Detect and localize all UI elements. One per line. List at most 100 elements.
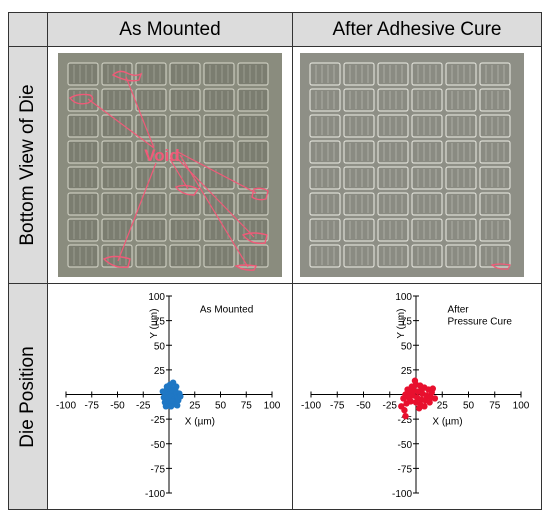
data-point [402, 412, 409, 420]
die-pad [203, 244, 235, 268]
scatter-chart-as-mounted: -100 -75 -50 -25 25 50 75 100 100 75 50 25 -25 -50 -75… [56, 292, 281, 500]
y-tick-label: 100 [395, 292, 412, 303]
die-pad [377, 192, 409, 216]
x-tick-label: 50 [215, 401, 227, 412]
series-annotation: After Pressure Cure [448, 305, 513, 328]
y-tick-label: -75 [398, 464, 413, 475]
die-pad [67, 244, 99, 268]
die-pad [411, 88, 443, 112]
die-pad-grid [67, 62, 269, 268]
die-pad [445, 88, 477, 112]
row-header-die-position-text: Die Position [17, 345, 38, 448]
die-pad [237, 114, 269, 138]
y-tick-label: 50 [401, 341, 413, 352]
die-pad [135, 192, 167, 216]
die-pad [479, 140, 511, 164]
die-pad [203, 140, 235, 164]
die-pad [343, 88, 375, 112]
die-pad [237, 218, 269, 242]
die-pad [101, 192, 133, 216]
x-tick-label: -100 [301, 401, 321, 412]
die-pad [135, 62, 167, 86]
die-pad [479, 166, 511, 190]
die-pad [169, 244, 201, 268]
void-leader-lines [87, 76, 257, 268]
die-pad-grid [309, 62, 511, 268]
die-pad [67, 192, 99, 216]
x-tick-label: 50 [463, 401, 475, 412]
x-tick-label: 100 [264, 401, 281, 412]
die-pad [445, 218, 477, 242]
die-pad [377, 166, 409, 190]
x-tick-label: -50 [356, 401, 371, 412]
x-tick-label: -100 [56, 401, 76, 412]
y-tick-label: -50 [398, 440, 413, 451]
die-pad [101, 114, 133, 138]
data-point [426, 399, 433, 406]
die-pad [101, 140, 133, 164]
die-pad [67, 218, 99, 242]
die-pad [445, 192, 477, 216]
data-point [431, 395, 439, 402]
die-pad [309, 62, 341, 86]
data-point [415, 405, 423, 412]
die-pad [411, 244, 443, 268]
die-pad [343, 244, 375, 268]
die-pad [309, 166, 341, 190]
void-outlines [68, 70, 269, 271]
die-pad [237, 140, 269, 164]
die-pad [445, 166, 477, 190]
die-pad [203, 218, 235, 242]
die-pad [237, 192, 269, 216]
die-pad [169, 114, 201, 138]
data-point [429, 385, 436, 392]
die-pad [343, 114, 375, 138]
series-annotation: As Mounted [200, 305, 253, 316]
die-pad [237, 88, 269, 112]
die-pad [343, 192, 375, 216]
x-tick-label: 25 [189, 401, 201, 412]
die-pad [479, 114, 511, 138]
die-pad [169, 218, 201, 242]
data-point [162, 403, 170, 410]
die-pad [479, 88, 511, 112]
data-point [159, 388, 167, 395]
data-point [421, 403, 428, 410]
die-pad [343, 218, 375, 242]
column-header-after-cure: After Adhesive Cure [293, 13, 541, 46]
die-pad [377, 114, 409, 138]
die-photo-after-cure [300, 53, 524, 277]
die-pad [411, 62, 443, 86]
corner-cell [9, 13, 47, 46]
die-pad [309, 114, 341, 138]
die-pad [203, 88, 235, 112]
data-point [401, 407, 408, 414]
y-tick-label: 75 [154, 317, 166, 328]
die-pad [135, 244, 167, 268]
y-tick-label: 50 [154, 341, 166, 352]
die-pad [135, 166, 167, 190]
x-tick-label: 100 [513, 401, 530, 412]
x-tick-label: 25 [437, 401, 449, 412]
column-header-after-cure-text: After Adhesive Cure [332, 18, 502, 40]
die-pad [203, 62, 235, 86]
die-pad [135, 218, 167, 242]
die-pad [343, 166, 375, 190]
die-pad [237, 244, 269, 268]
row-header-bottom-view-text: Bottom View of Die [17, 84, 38, 246]
die-pad [309, 218, 341, 242]
data-point [411, 377, 419, 384]
data-point [177, 393, 184, 400]
x-tick-label: -25 [136, 401, 151, 412]
column-header-as-mounted-text: As Mounted [119, 18, 221, 40]
residual-mark [490, 263, 511, 270]
die-pad [169, 192, 201, 216]
scatter-chart-after-cure: -100 -75 -50 -25 25 50 75 100 100 75 50 25 -25 -50 -75… [301, 292, 530, 500]
y-tick-label: -50 [151, 440, 166, 451]
y-tick-label: -100 [392, 489, 412, 500]
x-tick-label: -75 [85, 401, 100, 412]
die-photo-as-mounted: Void [58, 53, 282, 277]
die-pad [343, 140, 375, 164]
